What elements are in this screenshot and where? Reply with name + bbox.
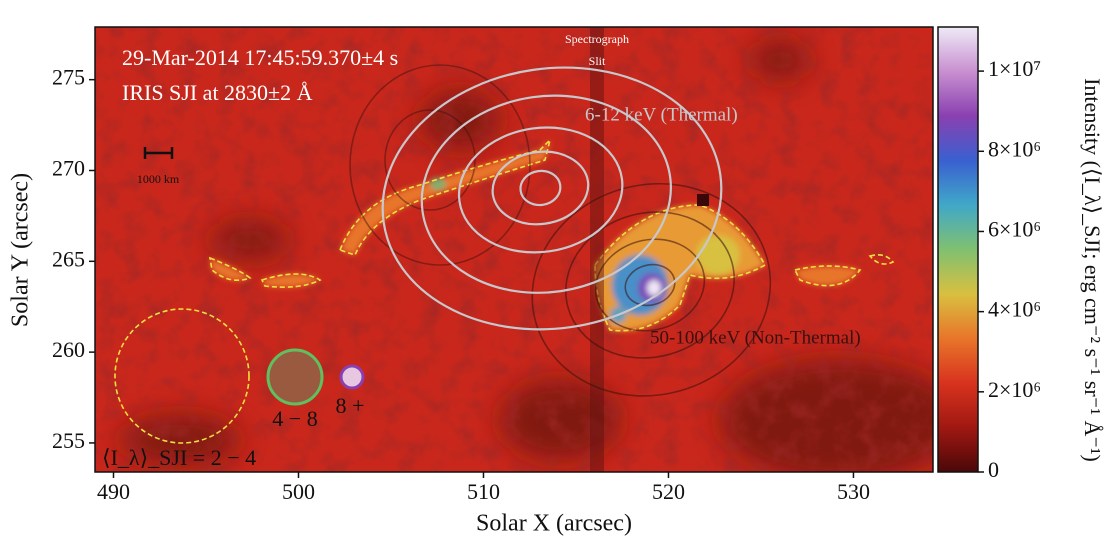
colorbar-tick-label: 6×10⁶ bbox=[988, 217, 1041, 242]
colorbar-tick-label: 1×10⁷ bbox=[988, 56, 1041, 81]
annotation: Spectrograph bbox=[565, 32, 629, 46]
annotation: 6-12 keV (Thermal) bbox=[585, 104, 738, 125]
annotation: ⟨I_λ⟩_SJI = 2 − 4 bbox=[102, 445, 256, 470]
colorbar-label: Intensity (⟨I_λ⟩_SJI; erg cm⁻² s⁻¹ sr⁻¹ … bbox=[1080, 78, 1105, 462]
colorbar-tick-label: 8×10⁶ bbox=[988, 136, 1041, 161]
y-tick-label: 270 bbox=[52, 156, 85, 181]
colorbar-tick-label: 0 bbox=[988, 457, 999, 482]
annotation: IRIS SJI at 2830±2 Å bbox=[122, 80, 313, 105]
x-tick-label: 530 bbox=[837, 479, 870, 504]
y-tick-label: 260 bbox=[52, 337, 85, 362]
annotation: 29-Mar-2014 17:45:59.370±4 s bbox=[122, 45, 398, 70]
colorbar-tick-label: 4×10⁶ bbox=[988, 297, 1041, 322]
annotation: 50-100 keV (Non-Thermal) bbox=[650, 327, 861, 348]
figure: Solar X (arcsec) Solar Y (arcsec) Intens… bbox=[0, 0, 1110, 543]
annotation: 8 + bbox=[336, 393, 365, 418]
y-axis-label: Solar Y (arcsec) bbox=[8, 173, 34, 327]
x-tick-label: 520 bbox=[652, 479, 685, 504]
y-tick-label: 275 bbox=[52, 65, 85, 90]
annotation: Slit bbox=[589, 54, 606, 68]
x-axis-label: Solar X (arcsec) bbox=[476, 511, 632, 537]
y-tick-label: 265 bbox=[52, 246, 85, 271]
annotation: 4 − 8 bbox=[272, 406, 317, 431]
x-tick-label: 510 bbox=[467, 479, 500, 504]
colorbar bbox=[938, 27, 978, 472]
x-tick-label: 490 bbox=[97, 479, 130, 504]
annotation: 1000 km bbox=[137, 172, 180, 186]
colorbar-tick-label: 2×10⁶ bbox=[988, 377, 1041, 402]
x-tick-label: 500 bbox=[282, 479, 315, 504]
y-tick-label: 255 bbox=[52, 428, 85, 453]
